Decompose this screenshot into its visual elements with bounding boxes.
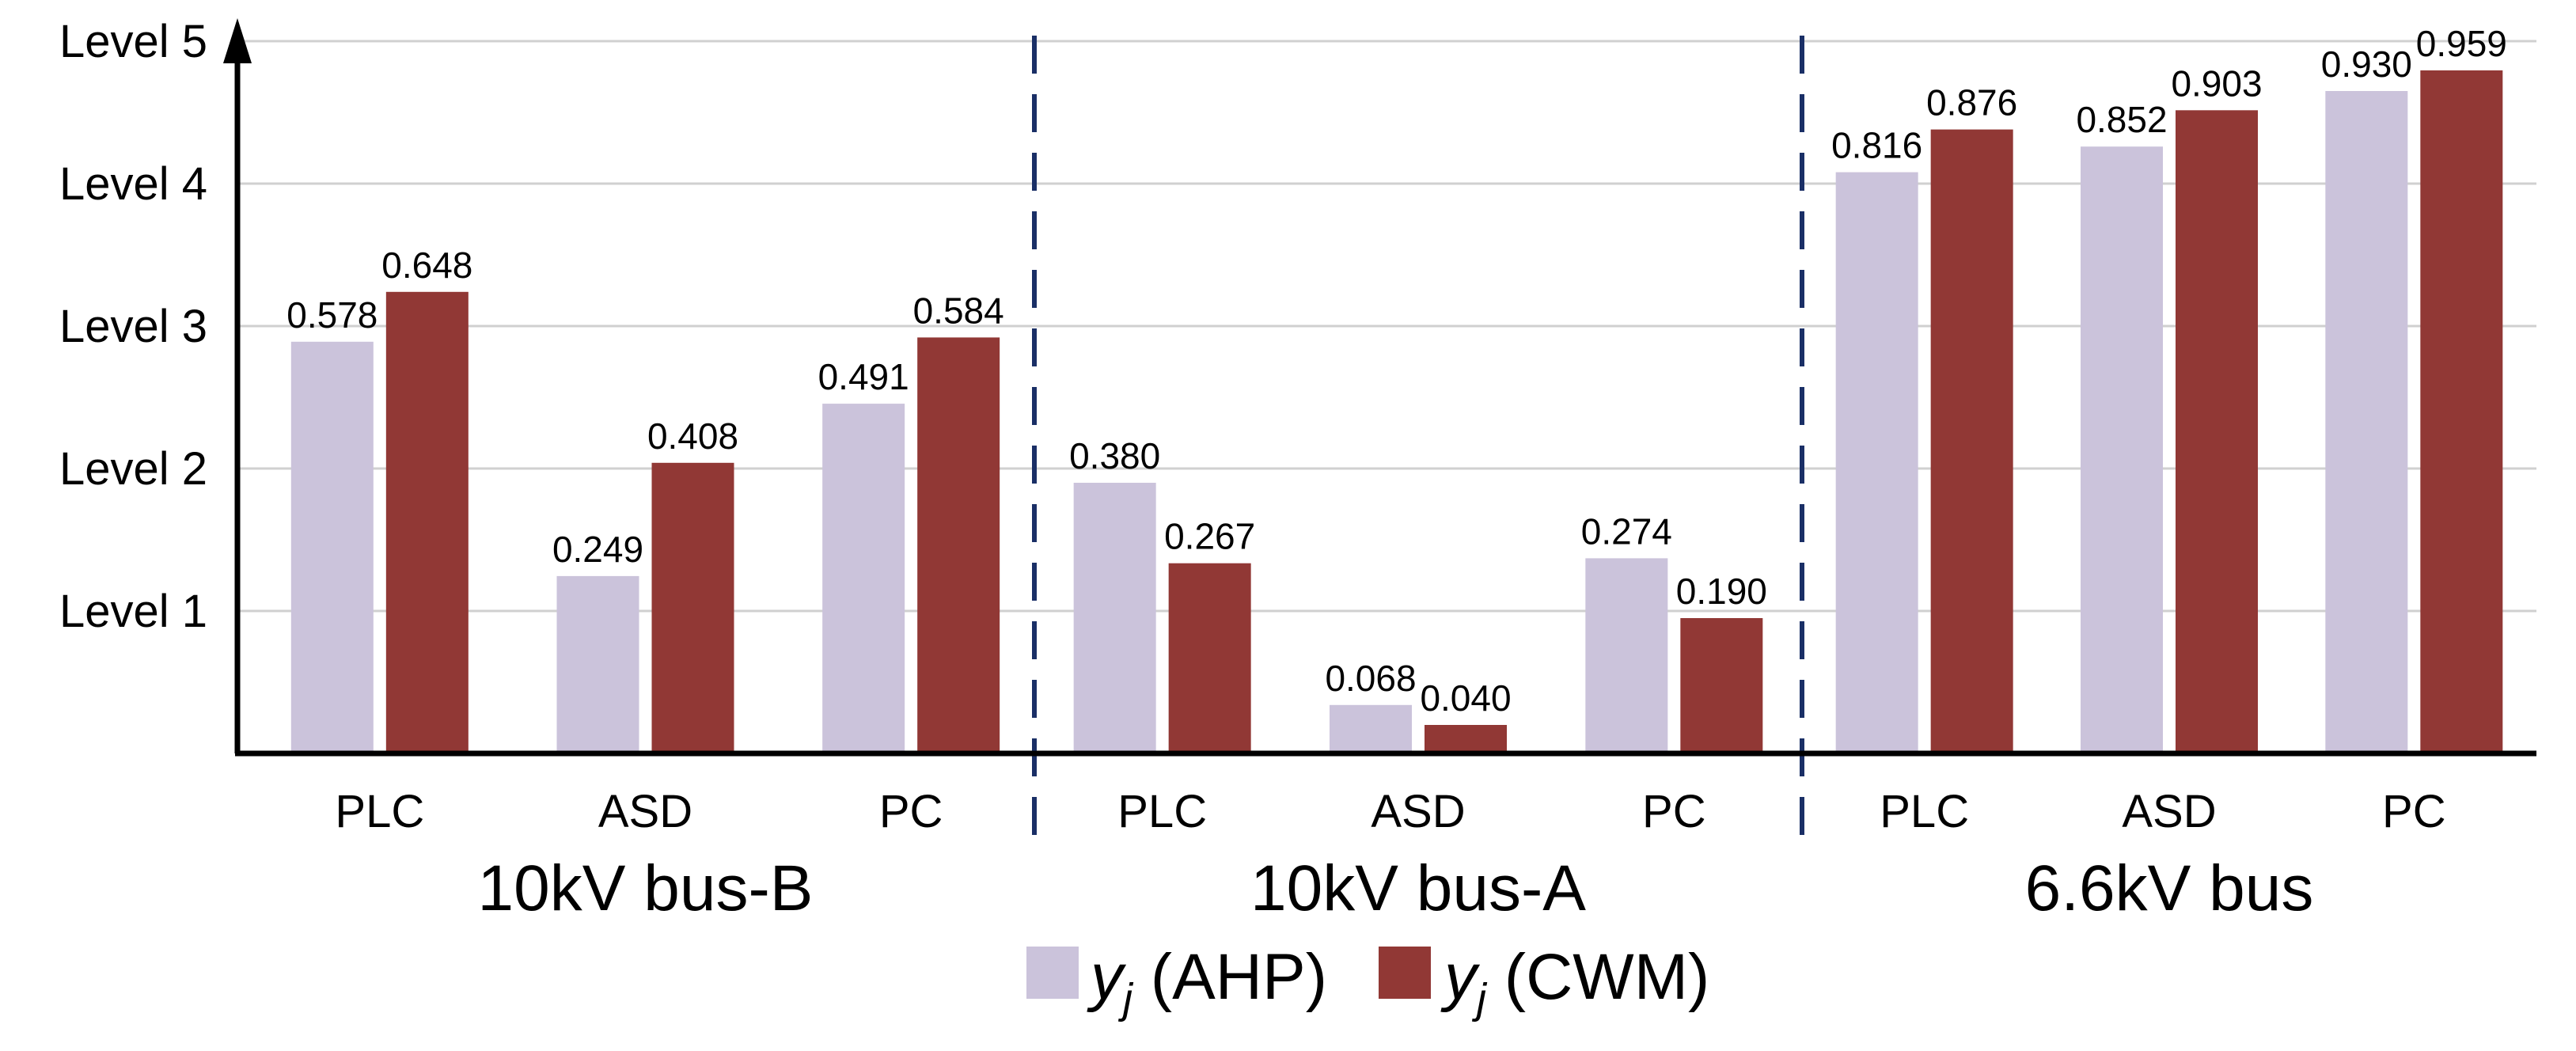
axes — [223, 18, 2536, 757]
group-label: 6.6kV bus — [2025, 852, 2314, 924]
data-label: 0.930 — [2321, 44, 2412, 85]
x-tick-label: PLC — [1117, 786, 1207, 837]
bar — [385, 291, 469, 753]
legend-label-base: y — [1440, 941, 1481, 1013]
x-tick-label: PC — [2382, 786, 2446, 837]
bar — [917, 337, 1000, 753]
bar — [1585, 558, 1668, 753]
legend-swatch — [1379, 947, 1431, 999]
group-label: 10kV bus-B — [478, 852, 814, 924]
data-label: 0.816 — [1831, 125, 1922, 166]
x-tick-label: ASD — [1371, 786, 1465, 837]
x-tick-label: PLC — [1880, 786, 1969, 837]
data-label: 0.491 — [818, 356, 909, 397]
bar — [2420, 70, 2503, 753]
bars — [290, 70, 2503, 754]
data-label: 0.190 — [1676, 571, 1767, 612]
y-tick-label: Level 1 — [59, 586, 207, 637]
legend-label-base: y — [1087, 941, 1127, 1013]
data-label: 0.852 — [2076, 99, 2167, 140]
bar — [2081, 146, 2163, 753]
x-tick-label: ASD — [598, 786, 692, 837]
data-label: 0.648 — [381, 245, 472, 286]
legend-label: yj (CWM) — [1440, 941, 1709, 1023]
legend-label-rest: (AHP) — [1132, 941, 1327, 1013]
data-label: 0.267 — [1164, 516, 1255, 557]
data-label: 0.040 — [1420, 677, 1511, 719]
bar — [1073, 483, 1156, 753]
data-label: 0.380 — [1069, 435, 1160, 476]
group-label: 10kV bus-A — [1250, 852, 1586, 924]
bar — [1930, 129, 2013, 754]
legend-label-rest: (CWM) — [1486, 941, 1709, 1013]
bar — [1330, 704, 1412, 753]
bar — [822, 404, 905, 753]
data-label: 0.876 — [1926, 82, 2017, 123]
legend-label: yj (AHP) — [1087, 941, 1327, 1023]
bar — [651, 462, 734, 753]
x-tick-label: PC — [879, 786, 943, 837]
y-tick-label: Level 4 — [59, 158, 207, 210]
x-tick-label: ASD — [2122, 786, 2216, 837]
group-separators — [1032, 36, 1804, 851]
y-tick-label: Level 3 — [59, 301, 207, 352]
data-label: 0.068 — [1325, 658, 1416, 699]
data-label: 0.584 — [913, 290, 1004, 331]
bar — [2176, 110, 2258, 754]
bar — [556, 575, 639, 753]
x-tick-label: PLC — [335, 786, 424, 837]
data-label: 0.959 — [2416, 23, 2507, 64]
data-label: 0.249 — [552, 529, 643, 570]
y-axis-arrow — [223, 18, 252, 63]
bar — [1835, 172, 1918, 754]
y-tick-label: Level 5 — [59, 16, 207, 67]
data-label: 0.274 — [1581, 510, 1672, 552]
y-tick-label: Level 2 — [59, 443, 207, 495]
x-tick-label: PC — [1642, 786, 1706, 837]
legend: yj (AHP) yj (CWM) — [1026, 941, 1709, 1023]
bar — [1425, 725, 1507, 753]
data-label: 0.408 — [647, 415, 738, 457]
bar — [290, 341, 374, 753]
data-label: 0.578 — [286, 294, 377, 336]
bar — [2325, 91, 2408, 753]
bar — [1168, 563, 1251, 753]
data-label: 0.903 — [2171, 63, 2262, 104]
legend-swatch — [1026, 947, 1079, 999]
bar — [1680, 618, 1763, 753]
labels: Level 1 Level 2 Level 3 Level 4 Level 5 0.578… — [59, 16, 2507, 924]
